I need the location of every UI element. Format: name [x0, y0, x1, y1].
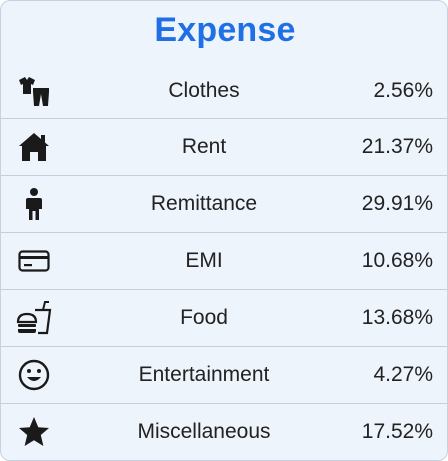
house-icon: [16, 129, 52, 165]
list-item-label: Clothes: [61, 63, 347, 118]
expense-list: Clothes 2.56% Rent 21.37% Remittance 29.: [1, 63, 447, 461]
list-item-label: Rent: [61, 119, 347, 175]
list-item-label: Food: [61, 290, 347, 346]
smiley-icon: [16, 357, 52, 393]
list-item-remittance[interactable]: Remittance 29.91%: [1, 176, 447, 233]
list-item-label: Remittance: [61, 176, 347, 232]
star-icon: [16, 414, 52, 450]
list-item-percent: 17.52%: [362, 404, 433, 460]
list-item-rent[interactable]: Rent 21.37%: [1, 119, 447, 176]
list-item-percent: 2.56%: [373, 63, 433, 118]
page-title: Expense: [1, 11, 448, 50]
fast-food-icon: [16, 300, 52, 336]
list-item-food[interactable]: Food 13.68%: [1, 290, 447, 347]
person-icon: [16, 186, 52, 222]
list-item-emi[interactable]: EMI 10.68%: [1, 233, 447, 290]
credit-card-icon: [16, 243, 52, 279]
list-item-label: Entertainment: [61, 347, 347, 403]
list-item-percent: 4.27%: [373, 347, 433, 403]
list-item-label: Miscellaneous: [61, 404, 347, 460]
list-item-percent: 13.68%: [362, 290, 433, 346]
list-item-percent: 29.91%: [362, 176, 433, 232]
list-item-clothes[interactable]: Clothes 2.56%: [1, 63, 447, 119]
list-item-percent: 10.68%: [362, 233, 433, 289]
clothes-icon: [16, 73, 52, 109]
list-item-entertainment[interactable]: Entertainment 4.27%: [1, 347, 447, 404]
list-item-percent: 21.37%: [362, 119, 433, 175]
list-item-miscellaneous[interactable]: Miscellaneous 17.52%: [1, 404, 447, 461]
list-item-label: EMI: [61, 233, 347, 289]
